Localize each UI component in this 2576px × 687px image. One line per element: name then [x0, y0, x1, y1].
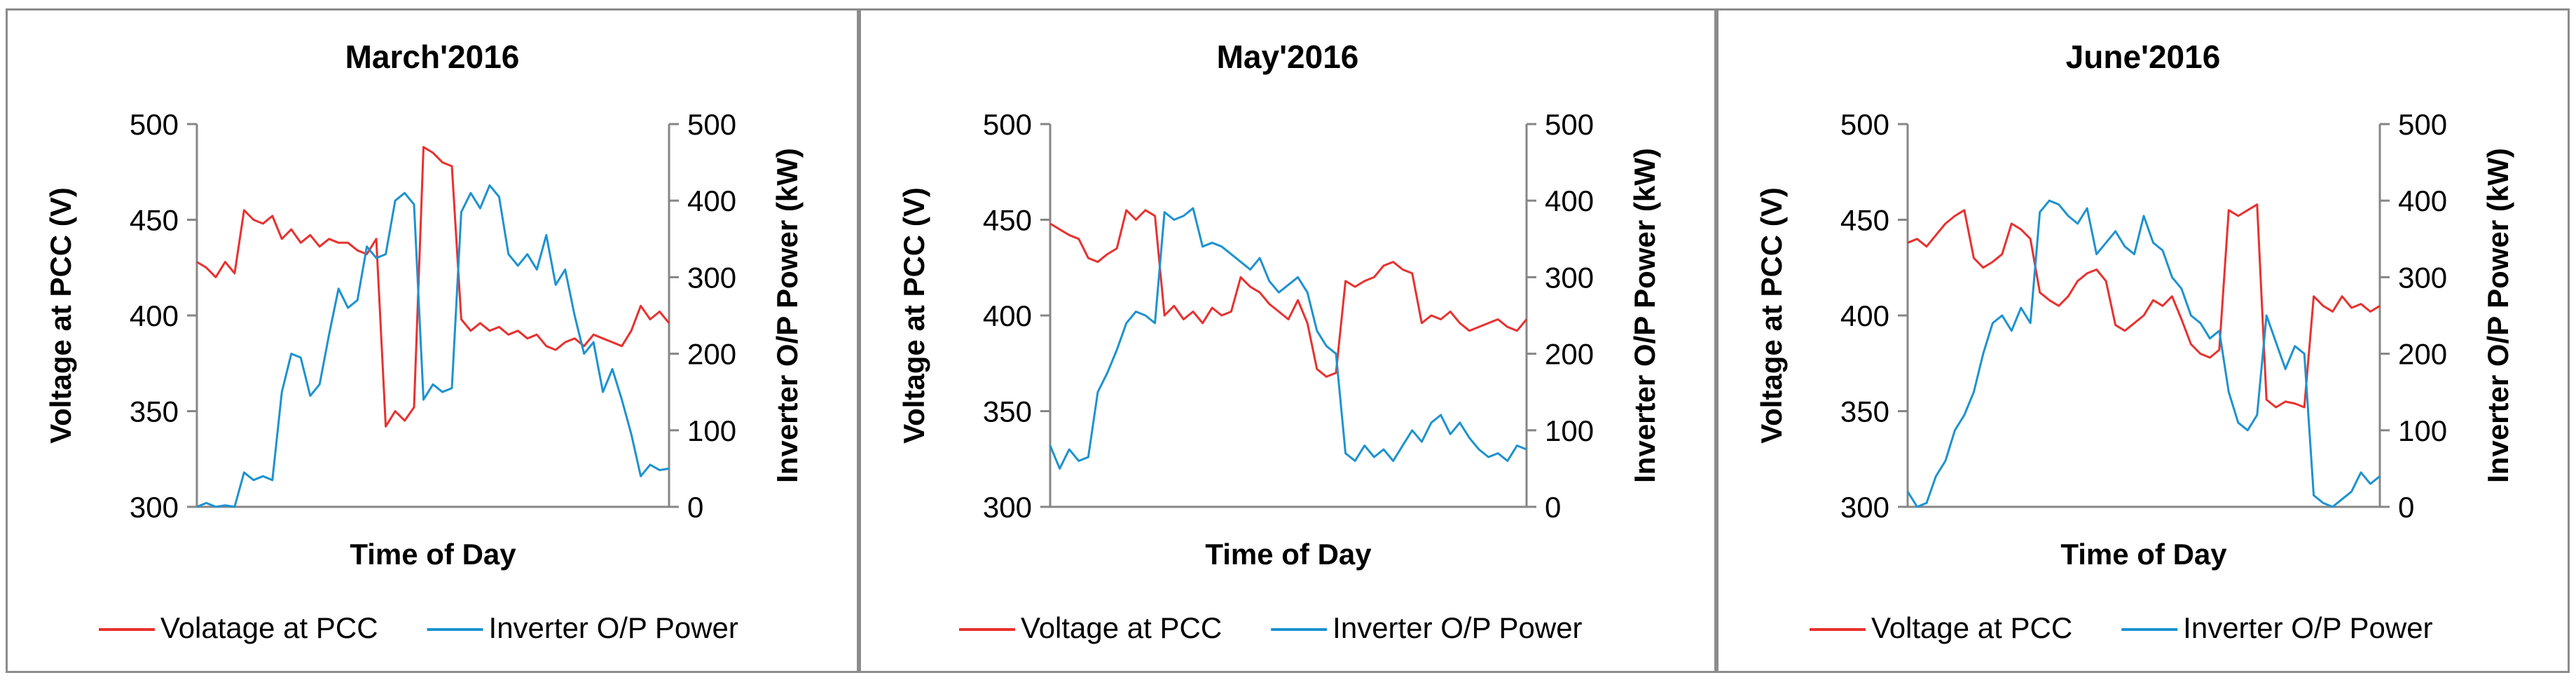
left-tick-label: 450: [1840, 204, 1889, 237]
left-tick-label: 350: [983, 395, 1032, 428]
left-tick-label: 400: [983, 299, 1032, 332]
left-tick-label: 500: [983, 108, 1032, 141]
legend-label: Volatage at PCC: [160, 611, 378, 644]
right-tick-label: 300: [687, 261, 736, 294]
right-tick-label: 500: [2398, 108, 2447, 141]
left-axis-label: Voltage at PCC (V): [897, 187, 930, 444]
left-tick-label: 300: [1840, 491, 1889, 524]
right-tick-label: 300: [1545, 261, 1594, 294]
right-tick-label: 200: [687, 338, 736, 371]
right-tick-label: 0: [1545, 491, 1561, 524]
left-tick-label: 450: [983, 204, 1032, 237]
chart-svg: May'2016 300 350 400 450 500 0 100 200 300 400 500 T…: [897, 39, 1661, 644]
legend-label: Inverter O/P Power: [489, 611, 738, 644]
chart-title: May'2016: [1217, 39, 1359, 75]
power-series-line: [1049, 207, 1527, 470]
right-tick-label: 400: [1545, 184, 1594, 217]
right-tick-label: 100: [687, 414, 736, 447]
right-tick-label: 0: [687, 491, 703, 524]
left-tick-label: 300: [983, 491, 1032, 524]
legend-label: Voltage at PCC: [1021, 611, 1222, 644]
x-axis-label: Time of Day: [350, 538, 516, 571]
legend-label: Voltage at PCC: [1871, 611, 2072, 644]
left-tick-label: 350: [130, 395, 179, 428]
right-tick-label: 100: [1545, 414, 1594, 447]
left-tick-label: 500: [1840, 108, 1889, 141]
right-tick-label: 500: [1545, 108, 1594, 141]
chart-svg: March'2016 300 350 400 450 500 0 100 200 300 400 50…: [44, 39, 804, 644]
chart-panel-june: June'2016 300 350 400 450 500 0 100 200 300 400 500…: [1716, 8, 2570, 673]
right-tick-label: 200: [2398, 338, 2447, 371]
left-tick-label: 500: [130, 108, 179, 141]
chart-title: June'2016: [2066, 39, 2221, 75]
left-tick-label: 400: [130, 299, 179, 332]
left-tick-label: 300: [130, 491, 179, 524]
right-axis-label: Inverter O/P Power (kW): [2481, 148, 2514, 483]
voltage-series-line: [196, 146, 670, 428]
right-tick-label: 200: [1545, 338, 1594, 371]
voltage-series-line: [1049, 209, 1528, 378]
right-tick-label: 100: [2398, 414, 2447, 447]
right-axis-label: Inverter O/P Power (kW): [1628, 148, 1661, 483]
legend-label: Inverter O/P Power: [1332, 611, 1582, 644]
x-axis-label: Time of Day: [2060, 538, 2227, 571]
chart-panel-may: May'2016 300 350 400 450 500 0 100 200 300 400 500 T…: [859, 8, 1716, 673]
chart-panel-march: March'2016 300 350 400 450 500 0 100 200 300 400 50…: [6, 8, 859, 673]
x-axis-label: Time of Day: [1205, 538, 1372, 571]
right-axis-label: Inverter O/P Power (kW): [771, 148, 804, 483]
chart-title: March'2016: [345, 39, 520, 75]
left-tick-label: 350: [1840, 395, 1889, 428]
left-tick-label: 400: [1840, 299, 1889, 332]
right-tick-label: 400: [687, 184, 736, 217]
right-tick-label: 300: [2398, 261, 2447, 294]
power-series-line: [196, 184, 670, 508]
chart-svg: June'2016 300 350 400 450 500 0 100 200 300 400 500…: [1755, 39, 2514, 644]
right-tick-label: 400: [2398, 184, 2447, 217]
left-axis-label: Voltage at PCC (V): [1755, 187, 1788, 444]
power-series-line: [1906, 199, 2381, 508]
voltage-series-line: [1907, 203, 2381, 409]
right-tick-label: 500: [687, 108, 736, 141]
legend-label: Inverter O/P Power: [2183, 611, 2432, 644]
right-tick-label: 0: [2398, 491, 2414, 524]
left-axis-label: Voltage at PCC (V): [44, 187, 77, 444]
left-tick-label: 450: [130, 204, 179, 237]
